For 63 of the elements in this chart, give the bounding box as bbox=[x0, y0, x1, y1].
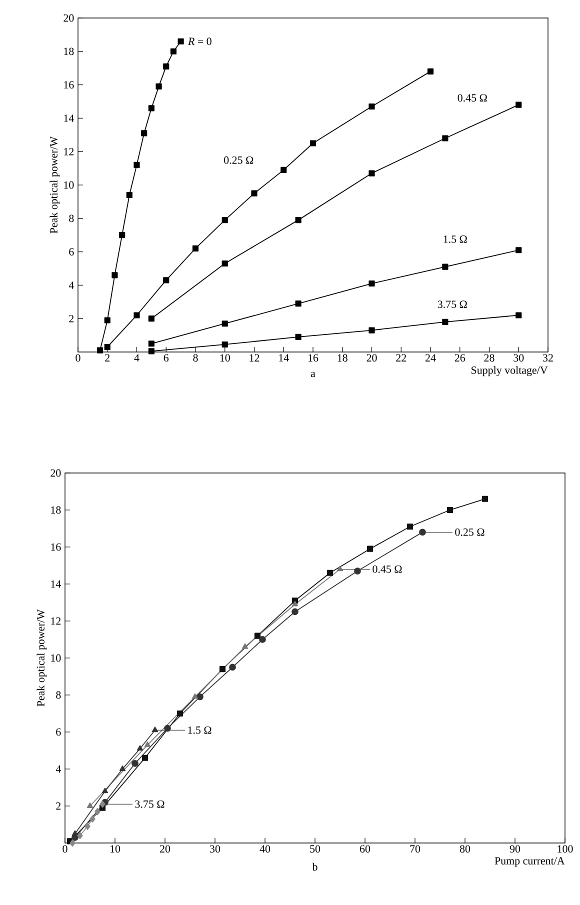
x-tick-label: 60 bbox=[360, 845, 370, 853]
text: 0.45 Ω bbox=[372, 565, 402, 573]
series-label: 1.5 Ω bbox=[444, 236, 467, 243]
x-tick-label: 90 bbox=[510, 845, 520, 853]
x-tick-label: 10 bbox=[220, 354, 230, 362]
text: 0.25 Ω bbox=[455, 528, 484, 536]
y-tick-label: 2 bbox=[56, 802, 61, 810]
x-tick-label: 18 bbox=[338, 354, 348, 362]
y-tick-label: 6 bbox=[69, 248, 74, 256]
x-tick-label: 24 bbox=[426, 354, 436, 362]
x-tick-label: 100 bbox=[558, 845, 573, 853]
text: 1.5 Ω bbox=[188, 726, 212, 734]
series-label: 3.75 Ω bbox=[438, 300, 467, 308]
x-tick-label: 12 bbox=[250, 354, 260, 362]
x-tick-label: 2 bbox=[105, 354, 110, 362]
y-axis-title: Peak optical power/W bbox=[36, 609, 47, 706]
x-tick-label: 10 bbox=[110, 845, 120, 853]
y-tick-label: 8 bbox=[69, 214, 74, 222]
x-axis-title: Supply voltage/V bbox=[472, 366, 548, 376]
x-tick-label: 20 bbox=[160, 845, 170, 853]
x-tick-label: 32 bbox=[543, 354, 553, 362]
y-tick-label: 10 bbox=[64, 181, 74, 189]
y-tick-label: 16 bbox=[51, 543, 61, 551]
y-tick-label: 12 bbox=[64, 148, 74, 156]
x-tick-label: 80 bbox=[460, 845, 470, 853]
y-tick-label: 14 bbox=[51, 580, 61, 588]
x-tick-label: 0 bbox=[62, 845, 68, 853]
x-tick-label: 8 bbox=[193, 354, 198, 362]
y-tick-label: 18 bbox=[51, 506, 61, 514]
y-tick-label: 6 bbox=[56, 728, 61, 736]
x-tick-label: 30 bbox=[514, 354, 524, 362]
text: b bbox=[312, 862, 318, 871]
x-tick-label: 26 bbox=[454, 354, 466, 362]
x-axis-title: Pump current/A bbox=[494, 857, 565, 867]
y-tick-label: 8 bbox=[56, 691, 61, 699]
y-axis-title: Peak optical power/W bbox=[50, 136, 60, 234]
x-tick-label: 16 bbox=[308, 354, 318, 362]
text: 0.25 Ω bbox=[224, 156, 254, 164]
x-tick-label: 40 bbox=[260, 845, 270, 853]
y-tick-label: 10 bbox=[51, 654, 61, 662]
x-tick-label: 70 bbox=[410, 845, 420, 853]
y-tick-label: 4 bbox=[56, 765, 61, 773]
x-tick-label: 6 bbox=[164, 354, 169, 362]
x-tick-label: 14 bbox=[279, 354, 289, 362]
y-tick-label: 12 bbox=[51, 617, 61, 625]
x-tick-label: 28 bbox=[484, 354, 494, 362]
x-tick-label: 50 bbox=[310, 845, 320, 853]
series-label: 0.45 Ω bbox=[458, 94, 487, 102]
x-tick-label: 20 bbox=[366, 354, 377, 362]
y-tick-label: 2 bbox=[69, 314, 74, 322]
y-tick-label: 4 bbox=[68, 282, 74, 289]
y-tick-label: 18 bbox=[64, 48, 74, 56]
x-tick-label: 0 bbox=[76, 354, 80, 362]
x-tick-label: 30 bbox=[210, 845, 220, 853]
y-tick-label: 20 bbox=[64, 14, 74, 22]
text: 3.75 Ω bbox=[135, 800, 164, 808]
y-tick-label: 16 bbox=[64, 81, 74, 88]
series-label: R = 0 bbox=[188, 38, 212, 46]
y-tick-label: 14 bbox=[64, 114, 74, 122]
x-tick-label: 4 bbox=[134, 354, 140, 362]
x-tick-label: 22 bbox=[396, 354, 406, 362]
y-tick-label: 20 bbox=[50, 469, 61, 477]
text: a bbox=[310, 372, 316, 378]
